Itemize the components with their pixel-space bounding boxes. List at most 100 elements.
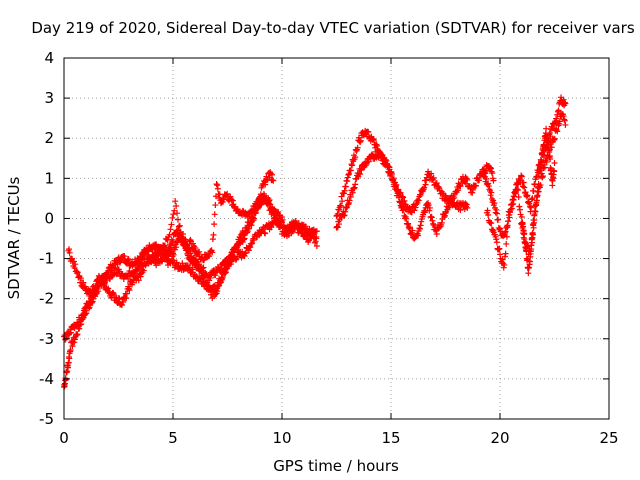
data-point (551, 135, 558, 142)
data-point (355, 134, 362, 141)
data-point (211, 221, 218, 228)
data-point (73, 332, 80, 339)
data-point (561, 116, 568, 123)
data-point (65, 359, 72, 366)
data-point (400, 204, 407, 211)
data-point (479, 166, 486, 173)
data-point (495, 216, 502, 223)
data-point (345, 201, 352, 208)
data-point (250, 236, 257, 243)
y-tick-label: -3 (39, 330, 54, 348)
data-point (92, 283, 99, 290)
data-point (262, 230, 269, 237)
data-point (344, 178, 351, 185)
data-point (247, 244, 254, 251)
data-point (343, 204, 350, 211)
data-point (218, 274, 225, 281)
data-point (489, 170, 496, 177)
data-point (71, 264, 78, 271)
data-point (266, 197, 273, 204)
data-point (554, 108, 561, 115)
data-point (417, 222, 424, 229)
data-point (504, 224, 511, 231)
data-point (347, 193, 354, 200)
data-point (173, 239, 180, 246)
data-point (74, 331, 81, 338)
data-point (110, 289, 117, 296)
data-point (209, 249, 216, 256)
data-point (179, 260, 186, 267)
data-point (428, 213, 435, 220)
data-point (554, 111, 561, 118)
y-tick-label: 1 (44, 169, 54, 187)
data-point (532, 208, 539, 215)
chart-title: Day 219 of 2020, Sidereal Day-to-day VTE… (31, 19, 635, 37)
data-point (233, 244, 240, 251)
data-point (141, 255, 148, 262)
data-point (357, 139, 364, 146)
data-point (313, 228, 320, 235)
data-point (501, 261, 508, 268)
data-point (249, 214, 256, 221)
data-point (416, 225, 423, 232)
data-point (531, 216, 538, 223)
data-point (463, 201, 470, 208)
data-point (491, 200, 498, 207)
x-tick-label: 15 (381, 429, 400, 447)
data-point (334, 224, 341, 231)
data-point (400, 207, 407, 214)
data-point (426, 207, 433, 214)
data-point (175, 223, 182, 230)
data-point (75, 322, 82, 329)
x-tick-label: 10 (272, 429, 291, 447)
data-point (373, 142, 380, 149)
data-point (524, 192, 531, 199)
data-point (510, 196, 517, 203)
data-point (161, 254, 168, 261)
data-point (433, 180, 440, 187)
data-point (485, 180, 492, 187)
data-point (262, 181, 269, 188)
data-point (211, 211, 218, 218)
data-point (245, 247, 252, 254)
data-point (201, 273, 208, 280)
data-point (267, 170, 274, 177)
data-point (441, 212, 448, 219)
data-point (173, 203, 180, 210)
data-point (64, 368, 71, 375)
data-point (428, 214, 435, 221)
data-point (354, 144, 361, 151)
data-point (99, 275, 106, 282)
data-point (79, 316, 86, 323)
data-point (561, 117, 568, 124)
data-point (457, 183, 464, 190)
data-point (497, 225, 503, 232)
data-point (556, 118, 563, 125)
data-point (415, 197, 422, 204)
data-point (205, 282, 212, 289)
data-point (529, 195, 536, 202)
data-point (344, 203, 351, 210)
data-point (508, 205, 515, 212)
data-point (232, 256, 239, 263)
data-point (241, 253, 248, 260)
data-point (433, 231, 440, 238)
data-point (245, 225, 252, 232)
data-point (496, 245, 503, 252)
data-point (135, 258, 142, 265)
data-point (464, 204, 471, 211)
data-point (543, 125, 550, 132)
data-point (382, 156, 389, 163)
data-point (206, 253, 213, 260)
data-point (112, 265, 119, 272)
data-point (352, 154, 359, 161)
data-point (249, 208, 256, 215)
data-point (224, 265, 231, 272)
data-point (121, 253, 128, 260)
data-point (423, 177, 430, 184)
data-point (525, 199, 532, 206)
data-point (123, 295, 130, 302)
data-point (412, 204, 419, 211)
data-point (279, 214, 285, 221)
data-point (229, 253, 236, 260)
